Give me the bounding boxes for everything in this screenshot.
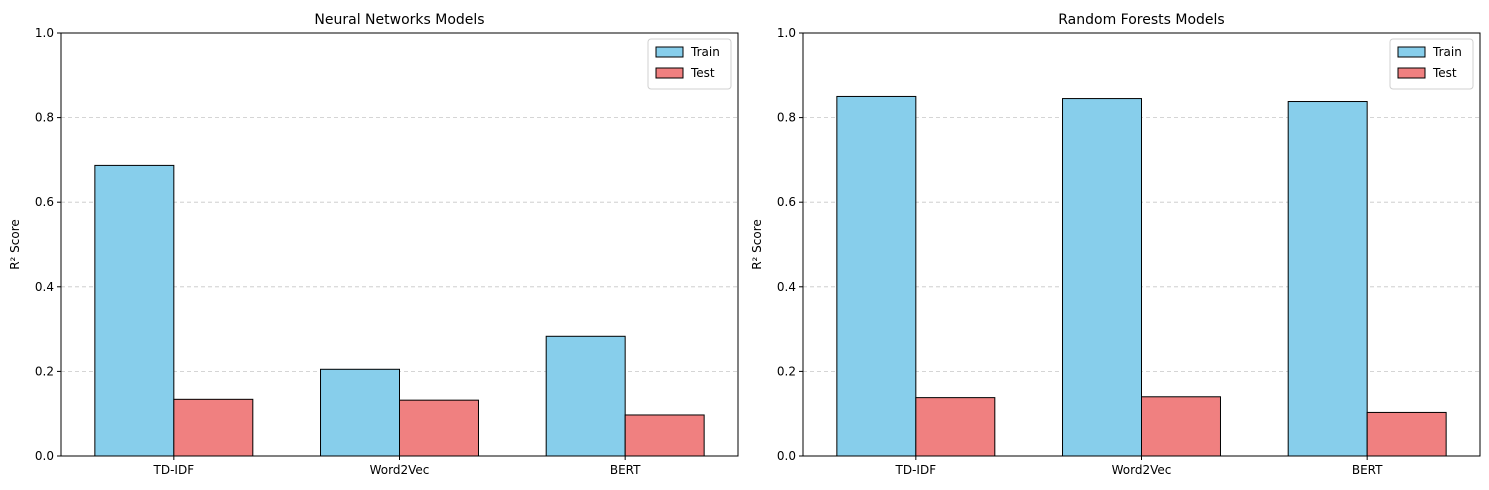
y-tick-label: 0.4: [35, 280, 54, 294]
legend-label-train: Train: [690, 45, 720, 59]
y-axis-title: R² Score: [8, 219, 22, 270]
y-tick-label: 0.0: [35, 449, 54, 463]
legend: Train Test: [647, 38, 732, 90]
bar-test-td-idf: [915, 397, 996, 457]
y-tick-label: 0.8: [777, 111, 796, 125]
bar-test-bert: [624, 414, 705, 457]
y-tick-label: 0.6: [35, 195, 54, 209]
bar-train-td-idf: [94, 164, 175, 457]
y-tick-label: 1.0: [35, 26, 54, 40]
bar-train-bert: [545, 335, 626, 457]
y-tick-label: 0.0: [777, 449, 796, 463]
legend: Train Test: [1389, 38, 1474, 90]
y-tick-label: 0.2: [35, 364, 54, 378]
legend-swatch-test: [655, 67, 684, 79]
bar-test-td-idf: [173, 398, 254, 457]
bar-test-word2vec: [1141, 396, 1221, 457]
chart-title: Random Forests Models: [1058, 12, 1224, 28]
y-tick-label: 0.2: [777, 364, 796, 378]
bar-train-word2vec: [1062, 98, 1143, 457]
bar-train-word2vec: [320, 368, 400, 457]
bar-train-td-idf: [836, 95, 917, 457]
random-forests-panel: 0.0 0.2 0.4 0.6 0.8 1.0 TD-IDF Word2Vec BERT R² S…: [750, 12, 1481, 477]
bar-train-bert: [1287, 101, 1368, 457]
x-tick-label: Word2Vec: [1112, 463, 1172, 477]
y-tick-label: 0.8: [35, 111, 54, 125]
x-tick-label: Word2Vec: [370, 463, 430, 477]
y-tick-label: 0.6: [777, 195, 796, 209]
y-tick-label: 0.4: [777, 280, 796, 294]
x-tick-label: TD-IDF: [895, 463, 937, 477]
legend-swatch-test: [1397, 67, 1426, 79]
y-axis-title: R² Score: [750, 219, 764, 270]
legend-label-train: Train: [1432, 45, 1462, 59]
bar-test-word2vec: [399, 399, 479, 457]
legend-label-test: Test: [690, 66, 715, 80]
legend-label-test: Test: [1432, 66, 1457, 80]
legend-swatch-train: [1397, 46, 1426, 58]
chart-title: Neural Networks Models: [314, 12, 484, 28]
y-tick-label: 1.0: [777, 26, 796, 40]
neural-networks-panel: 0.0 0.2 0.4 0.6 0.8 1.0 TD-IDF Word2Vec BERT R² S…: [8, 12, 739, 477]
x-tick-label: BERT: [1352, 463, 1383, 477]
legend-swatch-train: [655, 46, 684, 58]
x-tick-label: TD-IDF: [153, 463, 195, 477]
bar-test-bert: [1366, 411, 1447, 457]
x-tick-label: BERT: [610, 463, 641, 477]
